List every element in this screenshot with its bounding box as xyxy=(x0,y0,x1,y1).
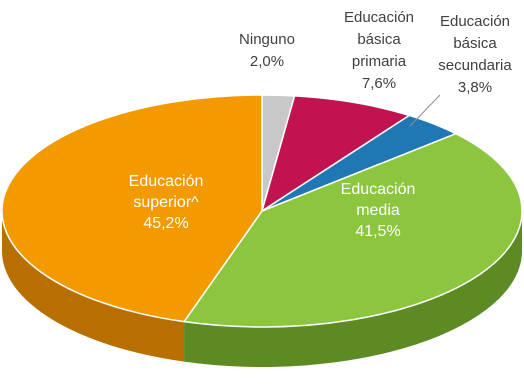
slice-category-label: básica xyxy=(453,35,497,52)
slice-side-4 xyxy=(1,211,185,362)
slice-category-label: Educación xyxy=(344,9,414,26)
slice-label: Educación básica secundaria 3,8% xyxy=(438,13,512,96)
slice-category-label: Educación xyxy=(341,181,416,198)
leader-lines-layer xyxy=(409,94,441,127)
slice-value-label: 41,5% xyxy=(355,223,400,240)
slice-category-label: Educación xyxy=(129,173,204,190)
pie-slice xyxy=(261,95,411,212)
leader-line xyxy=(409,94,441,127)
pie-slice xyxy=(1,94,263,323)
slice-label: Educación básica primaria 7,6% xyxy=(344,9,414,92)
slice-category-label: básica xyxy=(357,31,401,48)
slice-label: Ninguno 2,0% xyxy=(239,31,295,70)
slice-category-label: secundaria xyxy=(438,57,512,74)
slice-category-label: Ninguno xyxy=(239,31,295,48)
slice-label: Educación media 41,5% xyxy=(341,181,416,240)
slice-category-label: primaria xyxy=(352,53,407,70)
slice-side-3 xyxy=(184,211,522,368)
slice-value-label: 3,8% xyxy=(458,79,492,96)
slice-category-label: superior^ xyxy=(133,194,199,211)
slice-value-label: 7,6% xyxy=(362,75,396,92)
pie-slices-layer xyxy=(1,94,523,328)
pie-depth-layer xyxy=(1,211,522,368)
pie-slice xyxy=(183,132,523,328)
slice-category-label: Educación xyxy=(440,13,510,30)
slice-category-label: media xyxy=(356,202,400,219)
slice-labels-layer: Ninguno2,0%Educaciónbásicaprimaria7,6%Ed… xyxy=(129,9,513,240)
slice-value-label: 45,2% xyxy=(143,215,188,232)
slice-value-label: 2,0% xyxy=(250,53,284,70)
slice-label: Educación superior^ 45,2% xyxy=(129,173,204,232)
